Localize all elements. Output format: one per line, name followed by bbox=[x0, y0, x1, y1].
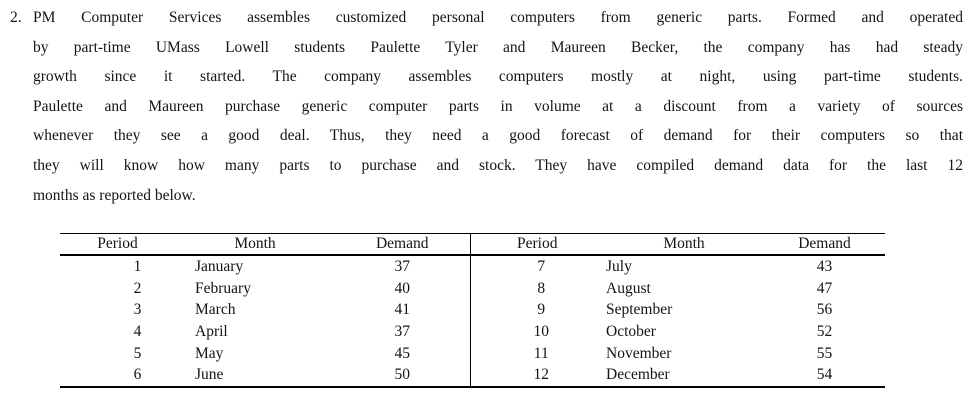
header-month-right: Month bbox=[604, 233, 764, 256]
table-row: 4 April 37 10 October 52 bbox=[60, 321, 885, 343]
cell-month: July bbox=[606, 257, 632, 275]
cell-demand: 40 bbox=[335, 277, 471, 300]
paragraph-line: they will know how many parts to purchas… bbox=[33, 156, 963, 174]
table-row: 2 February 40 8 August 47 bbox=[60, 277, 885, 300]
cell-period: 5 bbox=[133, 344, 142, 362]
header-period-right: Period bbox=[470, 233, 604, 256]
table-header-row: Period Month Demand Period Month Demand bbox=[60, 233, 885, 256]
cell-month: March bbox=[195, 301, 236, 319]
table-row: 5 May 45 11 November 55 bbox=[60, 342, 885, 365]
header-period-left: Period bbox=[60, 233, 175, 256]
cell-month: December bbox=[606, 366, 670, 384]
cell-demand: 37 bbox=[335, 321, 471, 343]
table-row: 1 January 37 7 July 43 bbox=[60, 255, 885, 278]
cell-month: June bbox=[195, 366, 224, 384]
cell-demand: 50 bbox=[335, 364, 471, 388]
demand-table: Period Month Demand Period Month Demand … bbox=[60, 233, 885, 389]
cell-period: 8 bbox=[537, 279, 546, 297]
cell-month: November bbox=[606, 344, 672, 362]
header-demand-right: Demand bbox=[764, 233, 885, 256]
problem-statement: 2. PM Computer Services assembles custom… bbox=[10, 3, 963, 210]
paragraph-line: whenever they see a good deal. Thus, the… bbox=[33, 127, 963, 145]
cell-demand: 54 bbox=[816, 366, 833, 384]
cell-period: 4 bbox=[133, 322, 142, 340]
cell-period: 3 bbox=[133, 301, 142, 319]
header-month-left: Month bbox=[175, 233, 335, 256]
cell-demand: 37 bbox=[335, 255, 471, 278]
cell-month: February bbox=[195, 279, 251, 297]
cell-month: October bbox=[606, 322, 656, 340]
paragraph-line: months as reported below. bbox=[33, 186, 196, 204]
cell-demand: 41 bbox=[335, 299, 471, 322]
paragraph-line: 2. PM Computer Services assembles custom… bbox=[10, 3, 963, 33]
cell-period: 2 bbox=[133, 279, 142, 297]
cell-month: August bbox=[606, 279, 651, 297]
cell-period: 7 bbox=[537, 257, 546, 275]
cell-demand: 56 bbox=[816, 301, 833, 319]
cell-period: 6 bbox=[133, 366, 142, 384]
cell-month: September bbox=[606, 301, 673, 319]
paragraph-line: Paulette and Maureen purchase generic co… bbox=[33, 97, 963, 115]
cell-month: January bbox=[195, 257, 244, 275]
cell-month: May bbox=[195, 344, 224, 362]
problem-number: 2. bbox=[10, 9, 22, 26]
cell-demand: 43 bbox=[816, 257, 833, 275]
cell-demand: 55 bbox=[816, 344, 833, 362]
cell-demand: 52 bbox=[816, 322, 833, 340]
cell-month: April bbox=[195, 322, 228, 340]
table-row: 3 March 41 9 September 56 bbox=[60, 299, 885, 322]
paragraph-line: growth since it started. The company ass… bbox=[33, 68, 963, 86]
cell-demand: 47 bbox=[816, 279, 833, 297]
paragraph-line: by part-time UMass Lowell students Paule… bbox=[33, 38, 963, 56]
header-demand-left: Demand bbox=[335, 233, 471, 256]
cell-period: 9 bbox=[537, 301, 546, 319]
cell-demand: 45 bbox=[335, 342, 471, 365]
table-row: 6 June 50 12 December 54 bbox=[60, 364, 885, 388]
paragraph-line-text: PM Computer Services assembles customize… bbox=[33, 9, 963, 26]
cell-period: 11 bbox=[533, 344, 549, 362]
cell-period: 1 bbox=[133, 257, 142, 275]
cell-period: 10 bbox=[533, 322, 550, 340]
cell-period: 12 bbox=[533, 366, 550, 384]
